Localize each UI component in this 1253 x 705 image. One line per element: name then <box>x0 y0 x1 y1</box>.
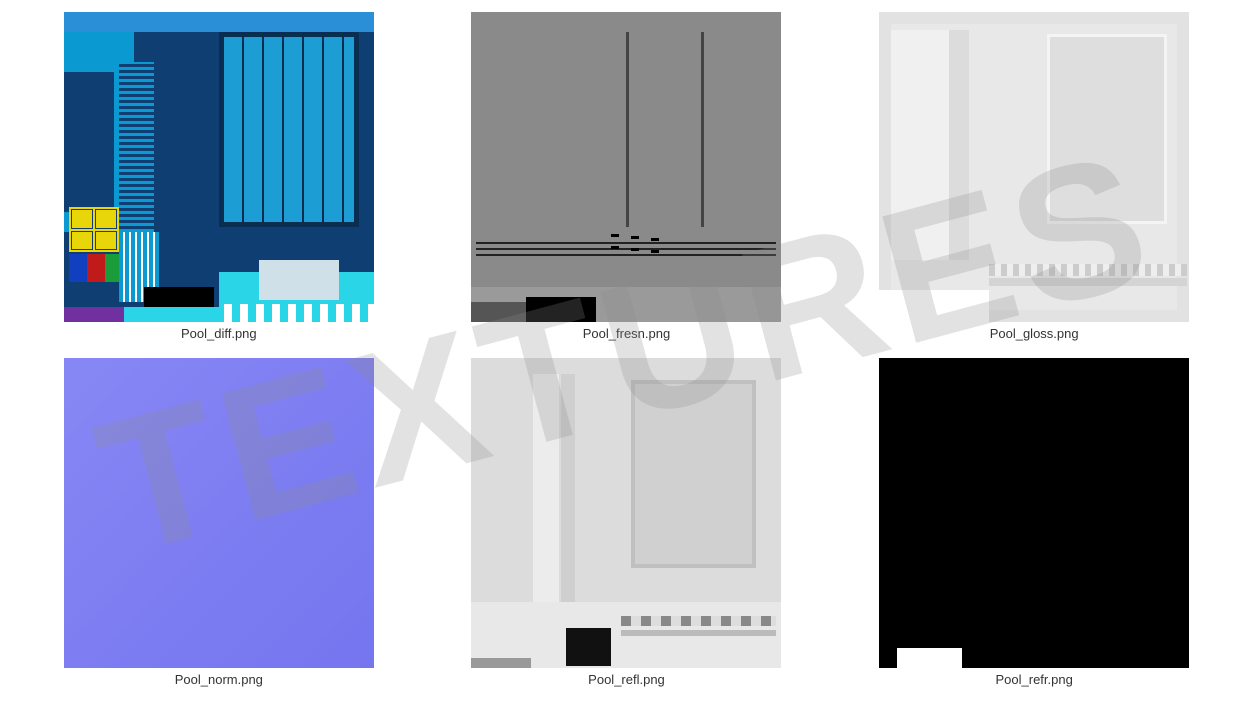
refl-dark-corner <box>471 658 531 668</box>
texture-caption: Pool_refl.png <box>588 672 665 687</box>
texture-thumb-gloss <box>879 12 1189 322</box>
refr-white-block <box>897 648 962 668</box>
texture-caption: Pool_refr.png <box>995 672 1072 687</box>
gloss-white-block <box>879 290 989 322</box>
gloss-leftbar <box>891 30 949 260</box>
diff-lane-line <box>282 37 284 222</box>
texture-thumb-diff <box>64 12 374 322</box>
diff-swatch-blue <box>69 254 87 282</box>
gloss-bottom-strip <box>989 264 1187 276</box>
texture-thumb-norm <box>64 358 374 668</box>
texture-cell-refl: Pool_refl.png <box>453 358 801 694</box>
diff-left-column-inner <box>64 72 114 212</box>
diff-lane-line <box>322 37 324 222</box>
diff-rgb-swatches <box>69 254 124 282</box>
diff-swatch-red <box>87 254 105 282</box>
fresn-dark-block <box>471 302 526 322</box>
texture-caption: Pool_gloss.png <box>990 326 1079 341</box>
refl-black-block <box>566 628 611 666</box>
norm-gradient <box>64 358 374 668</box>
diff-bottom-checker <box>224 304 374 322</box>
refl-leftbar <box>533 374 559 602</box>
gloss-pool-outline <box>1047 34 1167 224</box>
diff-lane-line <box>342 37 344 222</box>
gloss-bottom-strip-2 <box>989 278 1187 286</box>
texture-thumb-fresn <box>471 12 781 322</box>
diff-pool-rect <box>219 32 359 227</box>
texture-caption: Pool_diff.png <box>181 326 257 341</box>
texture-thumb-refl <box>471 358 781 668</box>
texture-cell-norm: Pool_norm.png <box>45 358 393 694</box>
fresn-vline-left <box>626 32 629 227</box>
diff-panel-block <box>259 260 339 300</box>
fresn-arrow-marks <box>611 234 701 260</box>
diff-yellow-grid <box>69 207 119 252</box>
texture-cell-refr: Pool_refr.png <box>860 358 1208 694</box>
diff-lane-line <box>302 37 304 222</box>
fresn-vline-right <box>701 32 704 227</box>
texture-grid: Pool_diff.png Pool_fresn.png <box>0 0 1253 705</box>
diff-lane-line <box>262 37 264 222</box>
diff-horizontal-stripes <box>119 62 154 232</box>
diff-sky-strip <box>64 12 374 32</box>
texture-cell-diff: Pool_diff.png <box>45 12 393 348</box>
fresn-black-block <box>526 297 596 322</box>
texture-caption: Pool_norm.png <box>175 672 263 687</box>
diff-bottom-cyan <box>124 307 224 322</box>
diff-bottom-purple <box>64 307 124 322</box>
texture-caption: Pool_fresn.png <box>583 326 670 341</box>
texture-cell-gloss: Pool_gloss.png <box>860 12 1208 348</box>
refl-pool-outline <box>631 380 756 568</box>
refl-leftbar-2 <box>561 374 575 602</box>
texture-cell-fresn: Pool_fresn.png <box>453 12 801 348</box>
gloss-leftbar-2 <box>949 30 969 260</box>
refl-bottom-strip-2 <box>621 630 776 636</box>
refl-bottom-strip <box>621 616 776 626</box>
diff-lane-line <box>242 37 244 222</box>
texture-thumb-refr <box>879 358 1189 668</box>
